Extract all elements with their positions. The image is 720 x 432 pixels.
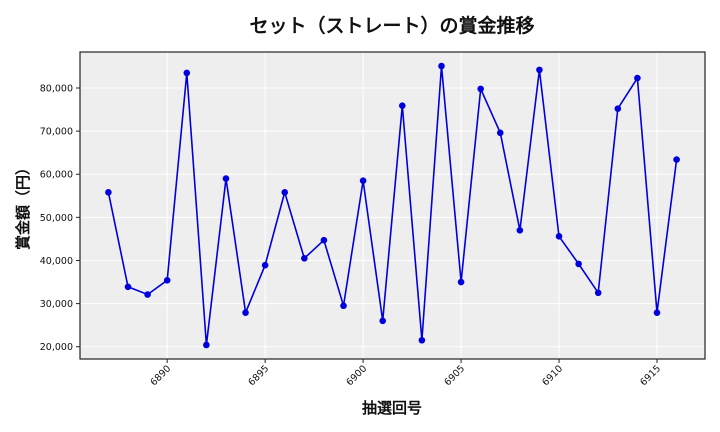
- data-point: [457, 278, 465, 286]
- data-point: [438, 62, 445, 70]
- data-point: [555, 233, 563, 240]
- y-axis-label: 賞金額（円）: [14, 160, 32, 250]
- data-point: [398, 102, 406, 109]
- data-point: [183, 69, 191, 77]
- data-point: [320, 236, 328, 244]
- grid-lines: [80, 52, 705, 359]
- x-tick-label: 6895: [246, 363, 271, 388]
- data-point: [144, 291, 151, 298]
- data-point: [105, 189, 112, 196]
- x-tick-label: 6890: [148, 363, 173, 388]
- x-axis-ticks: 6890 6895 6900 6905 6910 6915: [148, 359, 663, 388]
- x-axis-label: 抽選回号: [362, 399, 422, 417]
- data-point: [281, 189, 289, 196]
- data-point: [418, 336, 426, 344]
- series-markers: [105, 62, 680, 349]
- data-point: [653, 309, 661, 316]
- y-axis-ticks: 20,000 30,000 40,000 50,000 60,000 70,000 80,0…: [40, 84, 80, 353]
- y-tick-label: 70,000: [40, 127, 73, 138]
- data-point: [536, 66, 543, 74]
- data-point: [340, 302, 347, 310]
- data-point: [614, 105, 622, 113]
- data-point: [301, 255, 308, 262]
- data-point: [359, 177, 367, 185]
- x-tick-label: 6915: [638, 363, 663, 388]
- data-point: [496, 129, 504, 137]
- data-point: [203, 341, 210, 349]
- y-tick-label: 20,000: [40, 342, 73, 353]
- x-tick-label: 6910: [540, 363, 565, 388]
- data-point: [594, 289, 602, 297]
- data-point: [634, 74, 641, 82]
- y-tick-label: 60,000: [40, 170, 73, 181]
- y-tick-label: 50,000: [40, 213, 73, 224]
- data-point: [222, 175, 230, 182]
- data-point: [242, 309, 249, 316]
- data-point: [379, 317, 387, 325]
- data-point: [124, 283, 132, 291]
- data-point: [261, 261, 269, 269]
- x-tick-label: 6900: [344, 363, 369, 388]
- x-tick-label: 6905: [442, 363, 467, 388]
- data-point: [575, 260, 582, 268]
- y-tick-label: 30,000: [40, 299, 73, 310]
- y-tick-label: 40,000: [40, 256, 73, 267]
- data-point: [163, 277, 171, 284]
- plot-frame: [79, 51, 706, 360]
- chart-title: セット（ストレート）の賞金推移: [249, 14, 534, 37]
- series-line: [107, 65, 678, 346]
- data-point: [673, 156, 680, 163]
- y-tick-label: 80,000: [40, 84, 73, 95]
- data-point: [477, 85, 484, 93]
- data-point: [516, 226, 524, 234]
